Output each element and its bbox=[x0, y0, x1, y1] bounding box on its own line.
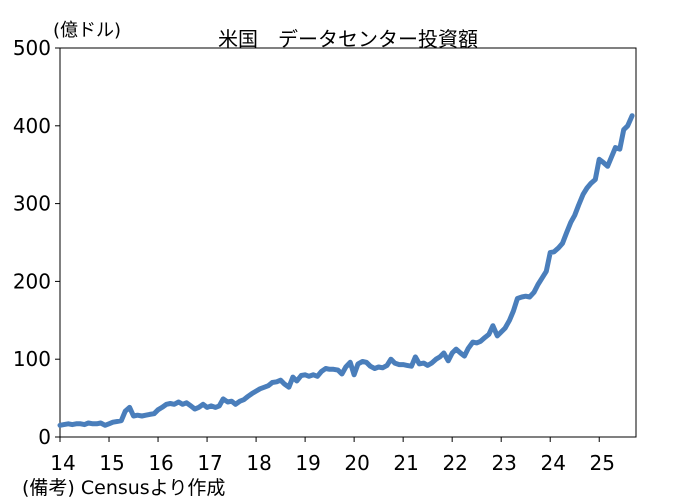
x-tick-label: 16 bbox=[148, 451, 173, 475]
x-tick-label: 14 bbox=[50, 451, 75, 475]
x-tick-label: 23 bbox=[491, 451, 516, 475]
y-tick-label: 400 bbox=[13, 114, 51, 138]
x-tick-label: 17 bbox=[197, 451, 222, 475]
x-tick-label: 25 bbox=[590, 451, 615, 475]
y-tick-label: 0 bbox=[38, 425, 51, 449]
x-tick-label: 20 bbox=[344, 451, 369, 475]
y-axis: 0 100 200 300 400 500 bbox=[13, 36, 60, 449]
x-tick-label: 15 bbox=[99, 451, 124, 475]
chart-title: 米国 データセンター投資額 bbox=[218, 27, 478, 51]
x-axis: 14 15 16 17 18 19 20 21 22 23 24 25 bbox=[50, 437, 615, 475]
x-tick-label: 21 bbox=[393, 451, 418, 475]
x-tick-label: 22 bbox=[442, 451, 467, 475]
y-tick-label: 100 bbox=[13, 347, 51, 371]
y-tick-label: 200 bbox=[13, 269, 51, 293]
y-tick-label: 500 bbox=[13, 36, 51, 60]
plot-area bbox=[59, 47, 637, 438]
y-axis-unit-label: (億ドル) bbox=[53, 20, 121, 41]
source-note: (備考) Censusより作成 bbox=[22, 477, 225, 499]
x-tick-label: 19 bbox=[295, 451, 320, 475]
y-tick-label: 300 bbox=[13, 192, 51, 216]
x-tick-label: 18 bbox=[246, 451, 271, 475]
investment-line bbox=[57, 113, 635, 428]
x-tick-label: 24 bbox=[540, 451, 565, 475]
